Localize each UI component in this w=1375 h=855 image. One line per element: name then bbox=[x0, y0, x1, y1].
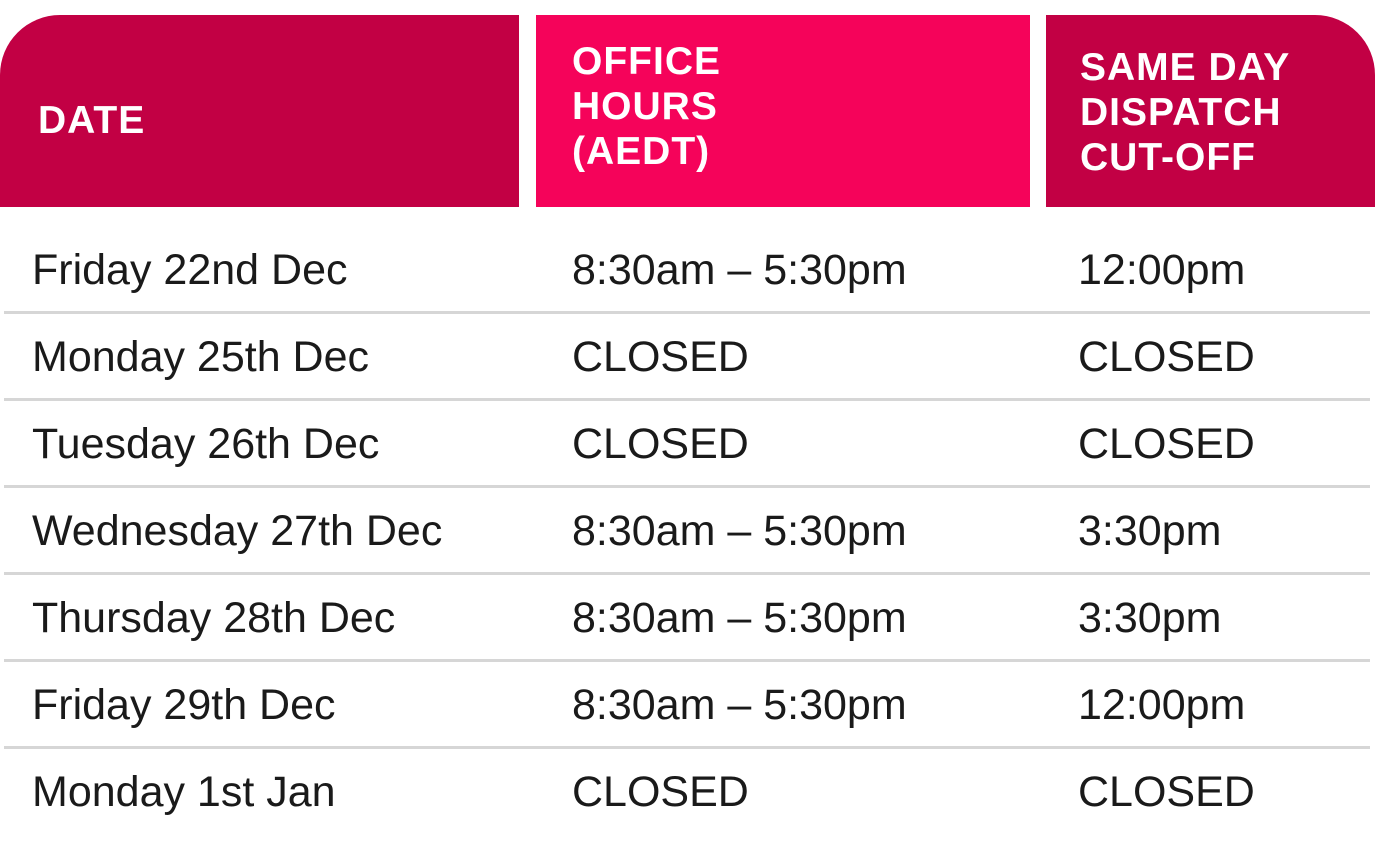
table-cell: CLOSED bbox=[1078, 768, 1255, 816]
table-cell: 8:30am – 5:30pm bbox=[572, 681, 907, 729]
header-cell: SAME DAY DISPATCH CUT-OFF bbox=[1046, 15, 1375, 207]
table-cell: 12:00pm bbox=[1078, 246, 1246, 294]
row-divider bbox=[4, 398, 1370, 401]
table-cell: 8:30am – 5:30pm bbox=[572, 507, 907, 555]
row-divider bbox=[4, 746, 1370, 749]
table-cell: Friday 29th Dec bbox=[32, 681, 336, 729]
table-cell: Thursday 28th Dec bbox=[32, 594, 396, 642]
header-text: OFFICE bbox=[572, 39, 721, 83]
table-cell: 3:30pm bbox=[1078, 507, 1222, 555]
header-text: DISPATCH bbox=[1080, 90, 1282, 134]
table-cell: 3:30pm bbox=[1078, 594, 1222, 642]
row-divider bbox=[4, 485, 1370, 488]
table-cell: CLOSED bbox=[1078, 420, 1255, 468]
header-cell: DATE bbox=[0, 15, 519, 207]
row-divider bbox=[4, 572, 1370, 575]
table-cell: Monday 1st Jan bbox=[32, 768, 336, 816]
table-cell: Wednesday 27th Dec bbox=[32, 507, 443, 555]
table-cell: Friday 22nd Dec bbox=[32, 246, 348, 294]
header-text: (AEDT) bbox=[572, 129, 711, 173]
header-text: CUT-OFF bbox=[1080, 135, 1256, 179]
table-cell: CLOSED bbox=[1078, 333, 1255, 381]
table-cell: CLOSED bbox=[572, 333, 749, 381]
row-divider bbox=[4, 311, 1370, 314]
table-cell: Tuesday 26th Dec bbox=[32, 420, 380, 468]
table-cell: 8:30am – 5:30pm bbox=[572, 246, 907, 294]
row-divider bbox=[4, 659, 1370, 662]
table-cell: 12:00pm bbox=[1078, 681, 1246, 729]
header-text: SAME DAY bbox=[1080, 45, 1291, 89]
header-text: HOURS bbox=[572, 84, 718, 128]
table-cell: CLOSED bbox=[572, 420, 749, 468]
table-cell: Monday 25th Dec bbox=[32, 333, 370, 381]
table-cell: 8:30am – 5:30pm bbox=[572, 594, 907, 642]
header-text: DATE bbox=[38, 98, 146, 142]
table-cell: CLOSED bbox=[572, 768, 749, 816]
header-cell: OFFICE HOURS (AEDT) bbox=[536, 15, 1030, 207]
